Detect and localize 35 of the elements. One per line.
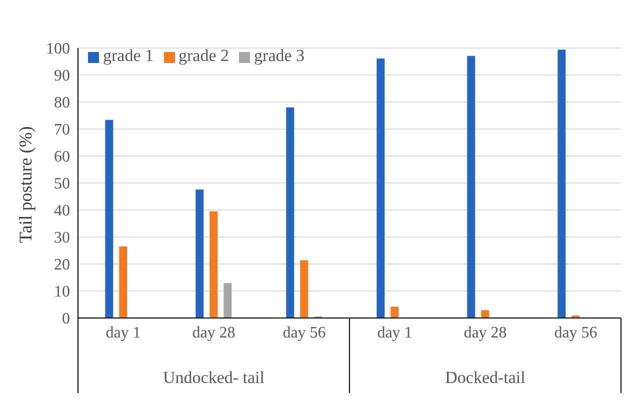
y-tick-label: 60 [54,148,70,166]
bar [196,189,204,318]
x-tick-label: day 1 [377,324,412,342]
bar [224,283,232,318]
bar [376,58,385,318]
y-tick-label: 50 [54,176,70,193]
x-tick-label: day 56 [282,324,326,342]
bar [467,56,476,318]
bar [286,107,294,318]
bar [105,120,114,318]
bar [390,306,399,318]
y-axis-title: Tail posture (%) [15,126,36,243]
y-tick-label: 30 [54,230,70,247]
bar [210,211,218,318]
y-tick-label: 90 [54,68,70,85]
bar [558,50,566,318]
y-tick-label: 80 [54,94,70,112]
y-tick-label: 40 [54,202,70,220]
bar [300,260,308,318]
y-tick-label: 100 [46,40,70,58]
y-tick-label: 10 [54,284,70,301]
x-tick-label: day 1 [106,324,141,342]
bar [481,310,490,318]
x-tick-label: day 56 [554,324,598,342]
text: Undocked- tail [163,368,265,387]
x-tick-label: day 28 [192,324,236,342]
legend-label: grade 1 [103,46,154,65]
bar [119,246,128,318]
legend-label: grade 3 [254,46,305,65]
y-tick-label: 0 [62,310,70,328]
x-tick-label: day 28 [464,324,507,342]
text: Docked-tail [445,368,526,387]
y-tick-label: 20 [54,256,70,274]
legend-label: grade 2 [178,46,230,65]
y-tick-label: 70 [54,122,70,139]
